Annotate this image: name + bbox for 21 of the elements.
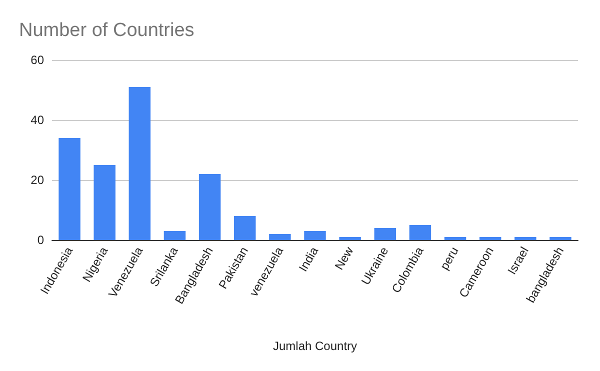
bar: [374, 228, 396, 240]
bar: [514, 237, 536, 240]
y-tick-label: 0: [37, 233, 44, 247]
bar: [58, 138, 80, 240]
y-tick-label: 40: [30, 113, 44, 127]
y-tick-label: 60: [30, 53, 44, 67]
bar: [164, 231, 186, 240]
chart-title: Number of Countries: [19, 20, 194, 41]
bar: [479, 237, 502, 240]
y-tick-label: 20: [30, 173, 44, 187]
bar: [269, 234, 291, 240]
bar: [198, 174, 221, 240]
bar: [234, 216, 256, 240]
bar: [409, 225, 432, 240]
bar: [339, 237, 361, 240]
bar: [94, 165, 116, 240]
bar: [304, 231, 326, 240]
bar: [550, 237, 572, 240]
x-axis-title: Jumlah Country: [272, 339, 358, 353]
bar: [128, 87, 151, 240]
bar: [444, 237, 466, 240]
